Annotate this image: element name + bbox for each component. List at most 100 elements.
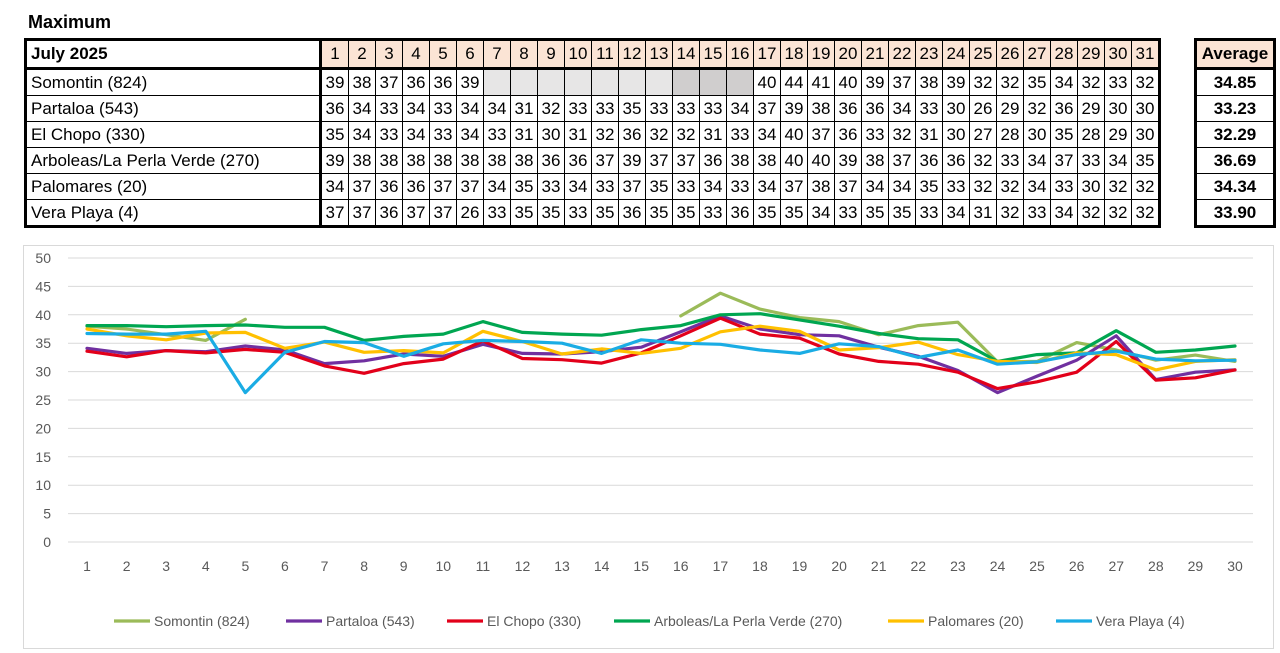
value-cell: 37 bbox=[402, 199, 430, 227]
value-cell: 31 bbox=[699, 121, 727, 148]
value-cell: 32 bbox=[1104, 173, 1132, 200]
x-tick-label: 17 bbox=[713, 558, 729, 574]
value-cell: 34 bbox=[1050, 68, 1078, 96]
value-cell: 36 bbox=[429, 68, 457, 96]
value-cell: 35 bbox=[1050, 121, 1078, 148]
value-cell: 35 bbox=[537, 199, 565, 227]
value-cell: 30 bbox=[537, 121, 565, 148]
day-header: 12 bbox=[618, 39, 646, 70]
value-cell: 38 bbox=[807, 173, 835, 200]
day-header: 24 bbox=[942, 39, 970, 70]
value-cell: 34 bbox=[726, 95, 754, 122]
value-cell: 26 bbox=[969, 95, 997, 122]
value-cell: 33 bbox=[1077, 147, 1105, 174]
value-cell: 33 bbox=[996, 147, 1024, 174]
station-name: El Chopo (330) bbox=[25, 121, 322, 148]
value-cell: 34 bbox=[753, 121, 781, 148]
value-cell: 33 bbox=[375, 121, 403, 148]
value-cell: 33 bbox=[645, 95, 673, 122]
value-cell: 34 bbox=[402, 121, 430, 148]
average-row: 32.29 bbox=[1195, 121, 1275, 148]
value-cell: 36 bbox=[402, 173, 430, 200]
value-cell: 33 bbox=[564, 199, 592, 227]
value-cell: 40 bbox=[780, 147, 808, 174]
day-header: 19 bbox=[807, 39, 835, 70]
average-row: 36.69 bbox=[1195, 147, 1275, 174]
y-tick-label: 40 bbox=[35, 307, 51, 323]
value-cell: 34 bbox=[348, 95, 376, 122]
average-row: 34.34 bbox=[1195, 173, 1275, 200]
value-cell: 35 bbox=[1131, 147, 1160, 174]
value-cell: 30 bbox=[942, 121, 970, 148]
value-cell: 36 bbox=[618, 121, 646, 148]
x-tick-label: 5 bbox=[241, 558, 249, 574]
x-tick-label: 13 bbox=[554, 558, 570, 574]
value-cell: 33 bbox=[429, 121, 457, 148]
legend-label: El Chopo (330) bbox=[487, 613, 581, 629]
value-cell: 37 bbox=[888, 68, 916, 96]
missing-value-cell bbox=[672, 68, 700, 96]
series-line bbox=[85, 314, 1237, 395]
y-tick-label: 50 bbox=[35, 250, 51, 266]
value-cell: 34 bbox=[483, 173, 511, 200]
line-chart-container: 0 5 10 15 20 25 30 35 40 45 50 1 2 3 4 5 6 7 8 9 10 11 12 13 14 1… bbox=[23, 245, 1274, 649]
table-row: Palomares (20) 34 37 36 36 37 37 34 35 33 34 33 37 35… bbox=[25, 173, 1160, 200]
station-name: Palomares (20) bbox=[25, 173, 322, 200]
value-cell: 38 bbox=[375, 147, 403, 174]
station-name: Vera Playa (4) bbox=[25, 199, 322, 227]
day-header: 20 bbox=[834, 39, 862, 70]
value-cell: 37 bbox=[429, 173, 457, 200]
average-header: Average bbox=[1195, 39, 1275, 70]
value-cell: 32 bbox=[969, 147, 997, 174]
value-cell: 35 bbox=[888, 199, 916, 227]
value-cell: 39 bbox=[320, 68, 349, 96]
value-cell: 38 bbox=[348, 68, 376, 96]
value-cell: 30 bbox=[1023, 121, 1051, 148]
x-tick-label: 28 bbox=[1148, 558, 1164, 574]
table-row: El Chopo (330) 35 34 33 34 33 34 33 31 30 31 32 36 32… bbox=[25, 121, 1160, 148]
x-tick-label: 3 bbox=[162, 558, 170, 574]
x-tick-label: 25 bbox=[1029, 558, 1045, 574]
value-cell: 37 bbox=[672, 147, 700, 174]
value-cell: 34 bbox=[861, 173, 889, 200]
average-row: 34.85 bbox=[1195, 68, 1275, 96]
value-cell: 37 bbox=[456, 173, 484, 200]
day-header: 31 bbox=[1131, 39, 1160, 70]
value-cell: 33 bbox=[1050, 173, 1078, 200]
average-value: 33.23 bbox=[1195, 95, 1275, 122]
value-cell: 32 bbox=[969, 173, 997, 200]
day-header: 7 bbox=[483, 39, 511, 70]
value-cell: 33 bbox=[375, 95, 403, 122]
value-cell: 34 bbox=[888, 173, 916, 200]
day-header: 26 bbox=[996, 39, 1024, 70]
value-cell: 38 bbox=[456, 147, 484, 174]
value-cell: 34 bbox=[807, 199, 835, 227]
value-cell: 37 bbox=[888, 147, 916, 174]
value-cell: 36 bbox=[861, 95, 889, 122]
value-cell: 38 bbox=[726, 147, 754, 174]
y-tick-label: 15 bbox=[35, 449, 51, 465]
value-cell: 30 bbox=[942, 95, 970, 122]
x-tick-label: 26 bbox=[1069, 558, 1085, 574]
value-cell: 33 bbox=[591, 173, 619, 200]
value-cell: 32 bbox=[645, 121, 673, 148]
value-cell: 39 bbox=[834, 147, 862, 174]
value-cell: 33 bbox=[699, 199, 727, 227]
value-cell: 35 bbox=[1023, 68, 1051, 96]
value-cell: 30 bbox=[1104, 95, 1132, 122]
value-cell: 32 bbox=[996, 68, 1024, 96]
day-header: 29 bbox=[1077, 39, 1105, 70]
day-header: 9 bbox=[537, 39, 565, 70]
value-cell: 33 bbox=[726, 173, 754, 200]
day-header: 28 bbox=[1050, 39, 1078, 70]
value-cell: 36 bbox=[375, 173, 403, 200]
chart-heading: Maximum bbox=[28, 12, 112, 32]
value-cell: 30 bbox=[1077, 173, 1105, 200]
value-cell: 40 bbox=[753, 68, 781, 96]
value-cell: 34 bbox=[564, 173, 592, 200]
x-tick-label: 24 bbox=[990, 558, 1006, 574]
value-cell: 31 bbox=[564, 121, 592, 148]
value-cell: 28 bbox=[996, 121, 1024, 148]
table-row: Arboleas/La Perla Verde (270) 39 38 38 38 38 3… bbox=[25, 147, 1160, 174]
value-cell: 32 bbox=[1077, 199, 1105, 227]
